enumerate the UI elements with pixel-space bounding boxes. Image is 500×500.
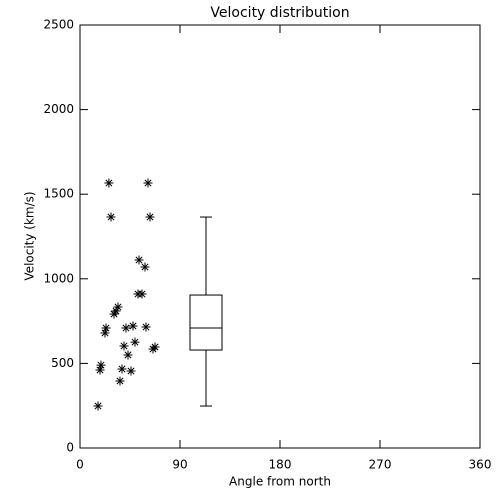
point: [109, 309, 119, 319]
x-tick-label: 360: [469, 458, 492, 472]
point: [96, 360, 106, 370]
point: [117, 364, 127, 374]
x-axis-label: Angle from north: [229, 475, 331, 489]
box: [189, 294, 223, 351]
y-tick-label: 0: [66, 441, 74, 455]
point: [137, 289, 147, 299]
y-tick-label: 1500: [43, 187, 74, 201]
point: [95, 365, 105, 375]
point: [130, 337, 140, 347]
y-tick-label: 500: [51, 356, 74, 370]
x-tick-label: 0: [76, 458, 84, 472]
point: [113, 302, 123, 312]
point: [123, 350, 133, 360]
point: [93, 401, 103, 411]
point: [143, 178, 153, 188]
point: [100, 328, 110, 338]
point: [106, 212, 116, 222]
y-tick-label: 2000: [43, 102, 74, 116]
point: [140, 262, 150, 272]
point: [104, 178, 114, 188]
y-tick-label: 2500: [43, 18, 74, 32]
x-tick-label: 180: [269, 458, 292, 472]
point: [145, 212, 155, 222]
x-tick-label: 90: [172, 458, 187, 472]
x-tick-label: 270: [369, 458, 392, 472]
point: [111, 306, 121, 316]
point: [115, 376, 125, 386]
y-axis-label: Velocity (km/s): [23, 191, 37, 280]
point: [141, 322, 151, 332]
point: [119, 341, 129, 351]
chart-title: Velocity distribution: [210, 5, 349, 21]
point: [134, 255, 144, 265]
point: [121, 323, 131, 333]
point: [101, 323, 111, 333]
point: [150, 342, 160, 352]
point: [126, 366, 136, 376]
point: [128, 321, 138, 331]
y-tick-label: 1000: [43, 271, 74, 285]
